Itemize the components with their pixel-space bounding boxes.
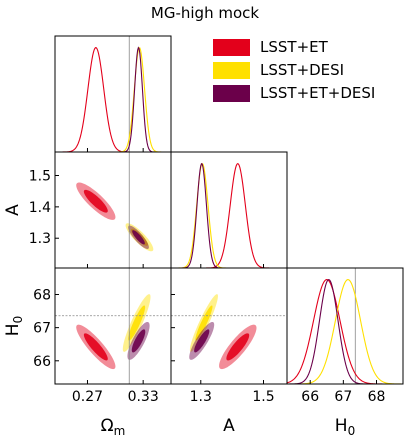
- y-tick-label-h0-1: 67: [33, 321, 51, 337]
- contour-1sigma-a_h0-series0: [226, 333, 250, 361]
- legend: LSST+ET LSST+DESI LSST+ET+DESI: [213, 38, 375, 102]
- marginal-curve-om-series0: [55, 47, 171, 152]
- y-tick-label-a-0: 1.3: [29, 231, 51, 247]
- chart-title: MG-high mock: [151, 4, 259, 22]
- panel-frame-00: [54, 35, 172, 153]
- x-tick-label-om-1: 0.33: [128, 389, 159, 405]
- contour-1sigma-om_h0-series1: [128, 305, 146, 341]
- y-tick-label-h0-2: 68: [33, 288, 51, 304]
- x-tick-label-h0-2: 68: [368, 389, 386, 405]
- legend-label-series1: LSST+DESI: [260, 61, 344, 79]
- y-tick-label-a-2: 1.5: [29, 169, 51, 185]
- x-axis-title-om: Ωm: [101, 416, 126, 435]
- x-tick-label-h0-0: 66: [301, 389, 319, 405]
- panel-frame-21: [170, 267, 288, 385]
- x-tick-label-h0-1: 67: [334, 389, 352, 405]
- y-axis-title-h0-main: H: [3, 323, 23, 336]
- panel-frame-22: [286, 267, 404, 385]
- x-tick-label-a-0: 1.3: [190, 389, 212, 405]
- panel-frame-11: [170, 151, 288, 269]
- y-axis-title-a-main: A: [3, 204, 23, 216]
- y-tick-label-h0-0: 66: [33, 354, 51, 370]
- contour-1sigma-a_h0-series1: [195, 305, 213, 341]
- marginal-curve-om-series1: [55, 47, 171, 152]
- y-axis-title-h0: H0: [3, 316, 25, 336]
- marginal-curve-h0-series2: [287, 279, 403, 384]
- x-axis-title-h0-main: H: [335, 416, 348, 435]
- contour-1sigma-om_a-series2: [132, 230, 145, 245]
- contour-fills-layer: [76, 182, 257, 370]
- legend-label-series0: LSST+ET: [260, 38, 329, 56]
- x-tick-label-om-0: 0.27: [72, 389, 103, 405]
- x-axis-title-h0-sub: 0: [348, 424, 356, 435]
- contour-1sigma-om_h0-series0: [83, 333, 108, 361]
- x-tick-label-a-1: 1.5: [252, 389, 274, 405]
- legend-swatch-series0: [213, 39, 250, 56]
- marginal-curve-om-series2: [55, 46, 171, 152]
- panel-frame-10: [54, 151, 172, 269]
- legend-label-series2: LSST+ET+DESI: [260, 84, 375, 102]
- marginal-curve-h0-series0: [287, 279, 403, 384]
- legend-swatch-series2: [213, 85, 250, 102]
- x-axis-title-a: A: [223, 416, 235, 435]
- x-axis-title-om-sub: m: [114, 424, 126, 435]
- panel-frames-layer: [54, 35, 404, 385]
- marginal-curve-h0-series1: [287, 279, 403, 384]
- legend-swatch-series1: [213, 62, 250, 79]
- y-axis-title-h0-sub: 0: [11, 316, 25, 324]
- contour-1sigma-om_h0-series2: [131, 329, 146, 353]
- x-axis-title-om-main: Ω: [101, 416, 114, 435]
- x-axis-title-a-main: A: [223, 416, 235, 435]
- marginal-curve-a-series1: [171, 162, 287, 268]
- marginal-curve-a-series2: [171, 163, 287, 268]
- x-axis-title-h0: H0: [335, 416, 355, 435]
- contour-1sigma-a_h0-series2: [194, 329, 210, 353]
- y-axis-title-a: A: [3, 204, 23, 216]
- marginal-curve-a-series0: [171, 162, 287, 268]
- contour-1sigma-om_a-series0: [83, 189, 108, 213]
- y-tick-label-a-1: 1.4: [29, 200, 51, 216]
